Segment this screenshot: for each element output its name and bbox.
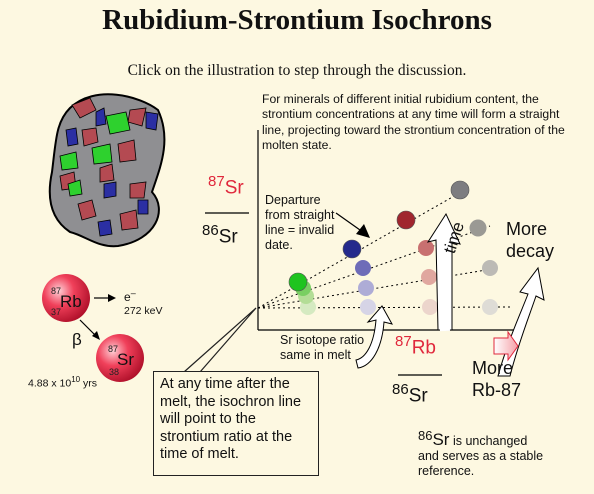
green-minerals xyxy=(59,111,131,197)
rb-atomic-number: 37 xyxy=(51,307,62,317)
time-arrow xyxy=(426,212,461,332)
point-red-initial xyxy=(422,299,438,315)
rb-mass: 87 xyxy=(51,286,62,296)
rb-nucleus xyxy=(42,274,90,322)
point-red-t1 xyxy=(421,269,437,285)
point-blue-t2 xyxy=(355,260,371,276)
isochron-axes xyxy=(205,130,515,376)
blue-minerals xyxy=(65,107,159,237)
point-gray-t3 xyxy=(450,180,470,200)
more-rb-arrow xyxy=(493,330,519,362)
sr-mass: 87 xyxy=(108,344,119,354)
departure-annotation: Departure from straight line = invalid d… xyxy=(265,193,335,252)
point-green-t3 xyxy=(288,272,308,292)
more-decay-label: More decay xyxy=(506,219,555,261)
decay-diagram xyxy=(42,274,144,382)
melt-note: At any time after the melt, the isochron… xyxy=(153,371,319,476)
y-axis-denominator: 86Sr xyxy=(202,222,238,248)
point-red-t2 xyxy=(418,240,434,256)
sr-nucleus xyxy=(96,334,144,382)
point-gray-t2 xyxy=(469,219,487,237)
subtitle[interactable]: Click on the illustration to step throug… xyxy=(127,62,467,79)
energy-label: 272 keV xyxy=(124,305,163,317)
beta-label: β xyxy=(72,330,82,349)
electron-label: e– xyxy=(124,288,136,304)
sr-atomic-number: 38 xyxy=(109,367,120,377)
melt-callout-pointer xyxy=(182,307,257,373)
point-blue-initial xyxy=(360,299,376,315)
point-blue-t3 xyxy=(342,239,362,259)
point-gray-initial xyxy=(482,299,498,315)
x-axis-numerator: 87Rb xyxy=(395,333,436,359)
sr-ratio-arrow xyxy=(355,305,393,369)
stable-reference-note: 86Sr is unchanged and serves as a stable… xyxy=(418,428,544,479)
point-red-t3 xyxy=(396,210,416,230)
rock-specimen xyxy=(48,93,166,248)
half-life-label: 4.88 x 1010 yrs xyxy=(28,375,98,390)
more-rb-label: More Rb-87 xyxy=(472,358,522,400)
page-title: Rubidium-Strontium Isochrons xyxy=(102,4,492,36)
departure-arrow xyxy=(335,212,370,238)
mineral-points xyxy=(288,180,498,315)
rb-symbol: Rb xyxy=(60,292,82,311)
y-axis-numerator: 87Sr xyxy=(208,173,244,199)
intro-text: For minerals of different initial rubidi… xyxy=(262,92,565,153)
sr-symbol: Sr xyxy=(117,350,134,369)
x-axis-denominator: 86Sr xyxy=(392,381,428,407)
point-blue-t1 xyxy=(358,280,374,296)
sr-ratio-annotation: Sr isotope ratio same in melt xyxy=(280,333,365,362)
point-gray-t1 xyxy=(482,260,498,276)
